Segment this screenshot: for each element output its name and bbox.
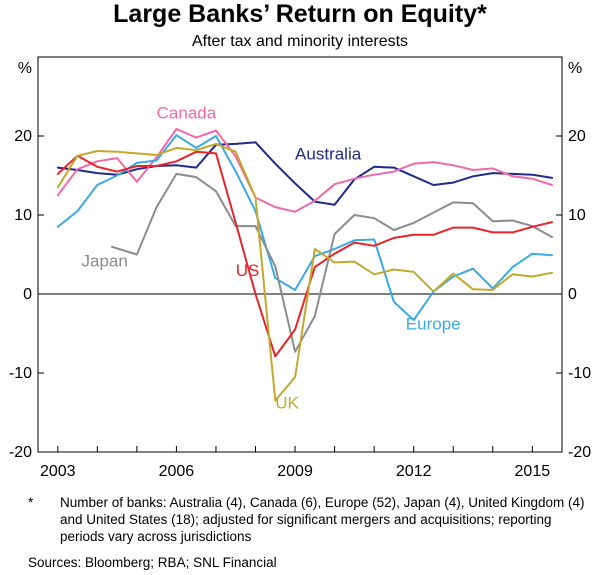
footnote: * Number of banks: Australia (4), Canada…	[28, 494, 596, 545]
footnote-text: Number of banks: Australia (4), Canada (…	[60, 495, 585, 544]
x-tick-label: 2012	[396, 463, 432, 480]
y-tick-label-left: 10	[14, 207, 32, 224]
chart-subtitle: After tax and minority interests	[191, 33, 409, 50]
y-tick-label-right: -10	[568, 365, 591, 382]
x-tick-label: 2003	[40, 463, 76, 480]
x-tick-label: 2009	[277, 463, 313, 480]
series-label-australia: Australia	[295, 145, 362, 164]
series-line-australia	[56, 141, 554, 206]
y-tick-label-right: 0	[568, 286, 577, 303]
series-label-us: US	[236, 261, 260, 280]
series-labels: Canada Australia Japan US Europe UK	[82, 104, 461, 413]
series-label-europe: Europe	[406, 315, 461, 334]
chart-title: Large Banks’ Return on Equity*	[113, 0, 487, 28]
series-lines	[56, 127, 554, 402]
footnote-mark: *	[28, 495, 34, 510]
axes: -20 -20 -10 -10 0 0 10 10 20 20% % 2003 2006 2009 2012…	[9, 56, 591, 480]
series-line-canada	[56, 127, 554, 213]
series-label-japan: Japan	[82, 251, 128, 270]
sources-note: Sources: Bloomberg; RBA; SNL Financial	[28, 555, 277, 570]
y-axis-label-right: %	[568, 60, 582, 77]
y-tick-label-left: -20	[9, 444, 32, 461]
y-tick-label-right: 10	[568, 207, 586, 224]
series-line-us	[56, 150, 554, 358]
series-label-canada: Canada	[157, 104, 217, 123]
japan-leader-line	[110, 245, 138, 256]
line-chart: -20 -20 -10 -10 0 0 10 10 20 20% % 2003 2006 2009 2012…	[9, 56, 591, 480]
series-line-europe	[56, 134, 554, 322]
y-tick-label-right: -20	[568, 444, 591, 461]
x-tick-label: 2006	[159, 463, 195, 480]
plot-frame	[37, 56, 563, 453]
y-axis-label-left: %	[18, 60, 32, 77]
series-label-uk: UK	[275, 394, 299, 413]
y-tick-label-right: 20	[568, 128, 586, 145]
series-line-japan	[135, 172, 554, 353]
series-line-uk	[56, 142, 554, 402]
y-tick-label-left: 0	[23, 286, 32, 303]
y-tick-label-left: -10	[9, 365, 32, 382]
x-tick-label: 2015	[515, 463, 551, 480]
y-tick-label-left: 20	[14, 128, 32, 145]
